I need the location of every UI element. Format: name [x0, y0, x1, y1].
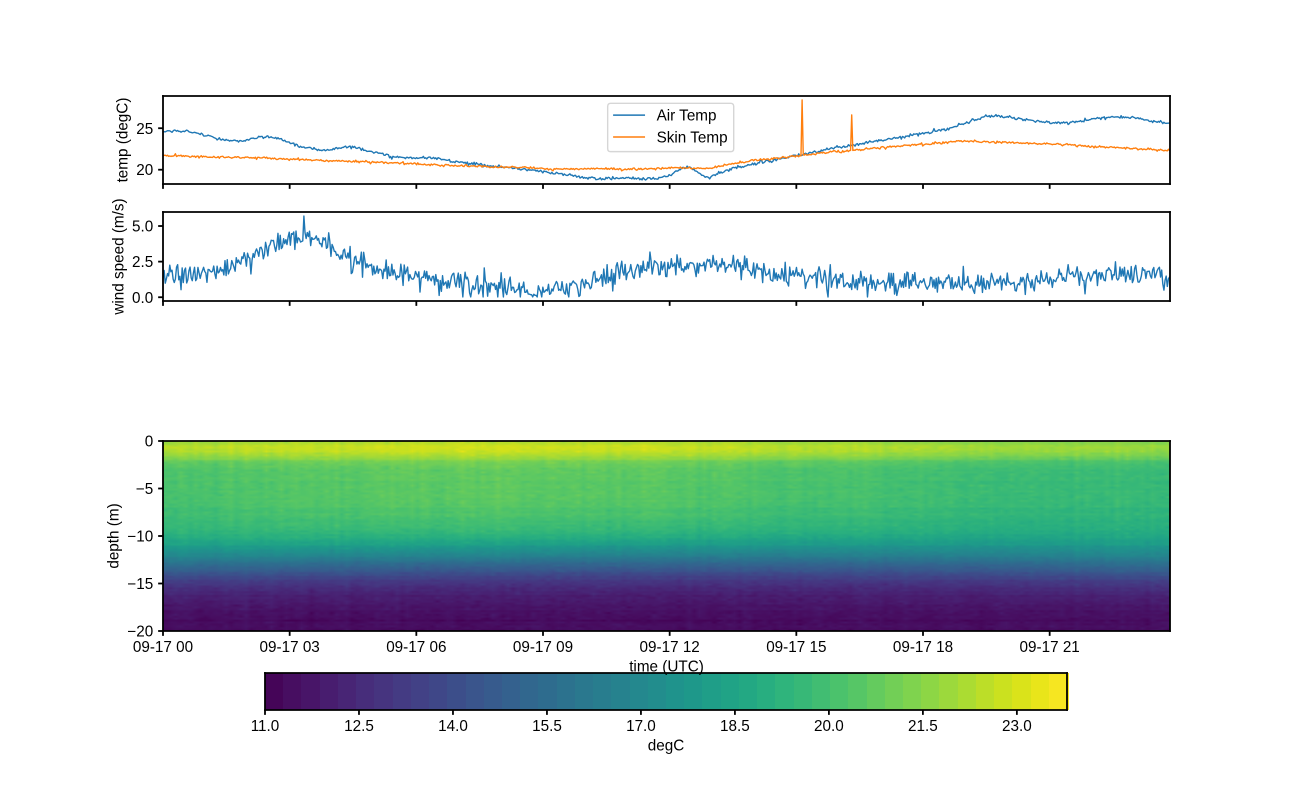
svg-text:21.5: 21.5 [908, 718, 938, 735]
svg-text:14.0: 14.0 [438, 718, 468, 735]
svg-text:12.5: 12.5 [344, 718, 374, 735]
svg-text:17.0: 17.0 [626, 718, 656, 735]
svg-text:20.0: 20.0 [814, 718, 844, 735]
svg-text:23.0: 23.0 [1002, 718, 1032, 735]
svg-text:11.0: 11.0 [251, 718, 280, 735]
svg-text:degC: degC [648, 738, 685, 755]
svg-text:15.5: 15.5 [532, 718, 562, 735]
svg-text:18.5: 18.5 [720, 718, 750, 735]
